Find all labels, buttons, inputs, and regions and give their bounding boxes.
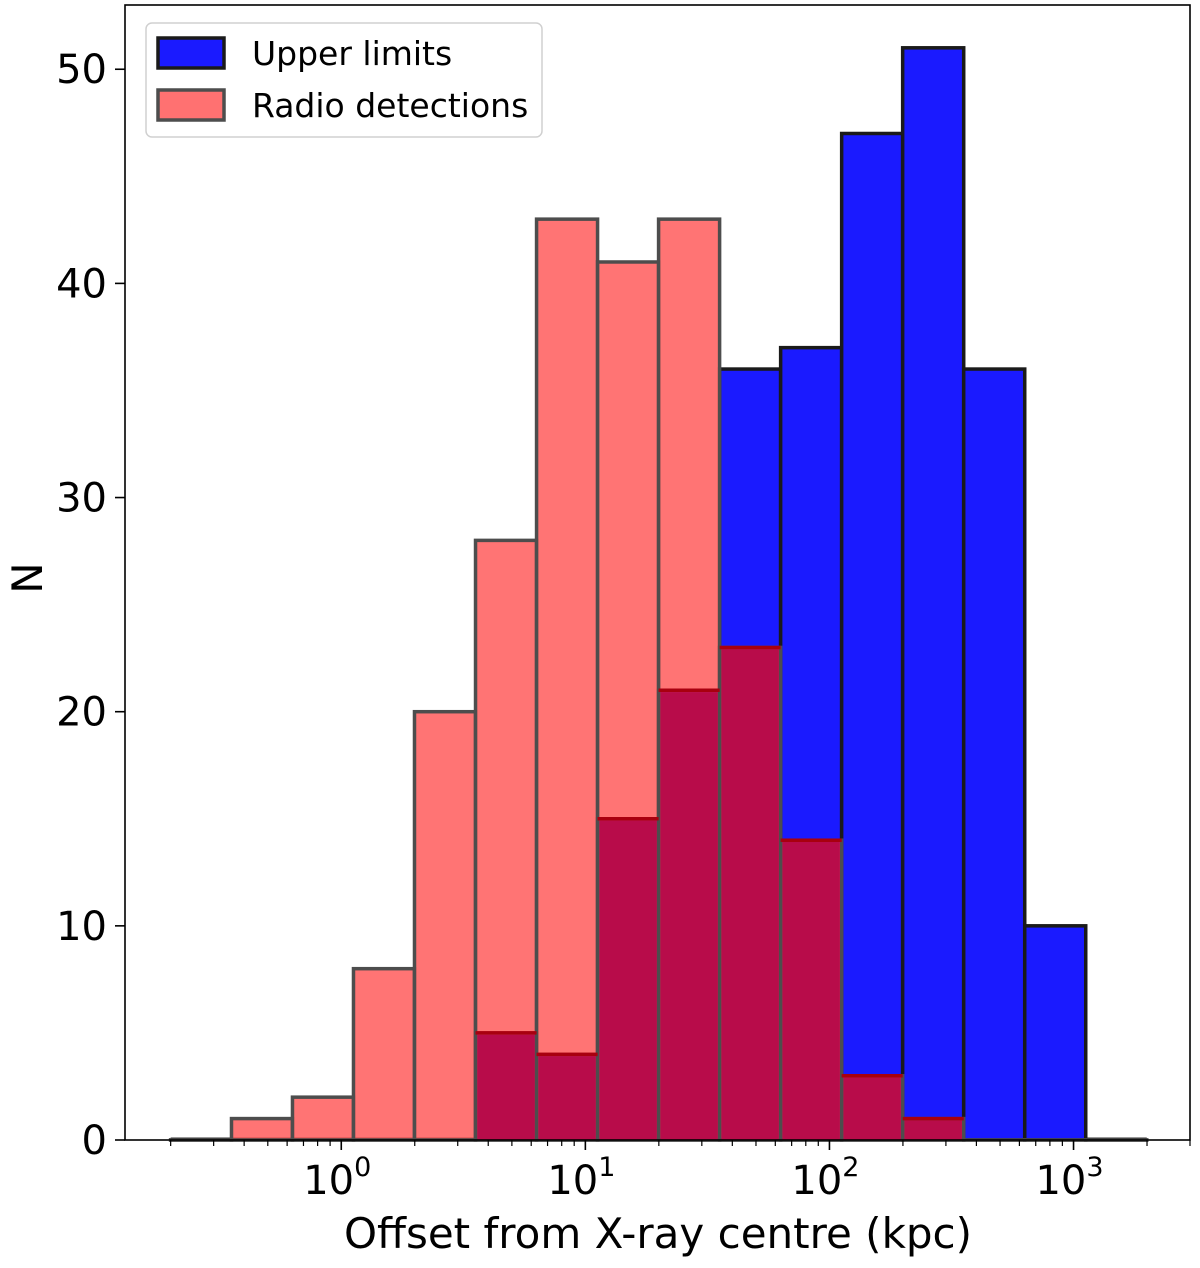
radio-detections-bar bbox=[351, 966, 417, 1142]
x-tick-label: 102 bbox=[791, 1152, 859, 1204]
y-tick-label: 0 bbox=[82, 1118, 107, 1164]
x-tick-label: 103 bbox=[1035, 1152, 1103, 1204]
overlap-bar bbox=[599, 820, 657, 1140]
overlap-bar bbox=[843, 1077, 901, 1140]
radio-detections-bar bbox=[229, 1116, 295, 1142]
upper-limits-bar bbox=[1022, 924, 1088, 1142]
axes bbox=[124, 4, 1191, 1141]
legend-swatch-upper-limits bbox=[156, 36, 226, 70]
x-axis-label: Offset from X-ray centre (kpc) bbox=[344, 1209, 972, 1258]
plot-frame bbox=[124, 4, 1191, 1141]
y-tick-label: 30 bbox=[56, 476, 107, 522]
x-tick-label: 100 bbox=[303, 1152, 371, 1204]
y-tick-label: 10 bbox=[56, 904, 107, 950]
upper-limits-bar bbox=[839, 131, 905, 1142]
overlap-bar bbox=[538, 1056, 596, 1140]
legend-box bbox=[145, 22, 543, 138]
legend: Upper limits Radio detections bbox=[145, 22, 543, 138]
radio-detections-bar bbox=[290, 1095, 356, 1142]
x-tick-label: 101 bbox=[547, 1152, 615, 1204]
y-axis-label: N bbox=[3, 562, 52, 593]
overlap-bar bbox=[477, 1034, 535, 1140]
overlap-bar bbox=[904, 1120, 962, 1140]
radio-detections-bars bbox=[168, 217, 1149, 1142]
legend-label-upper-limits: Upper limits bbox=[252, 34, 452, 73]
overlap-bar bbox=[721, 649, 779, 1140]
y-tick-label: 20 bbox=[56, 690, 107, 736]
radio-detections-bar bbox=[534, 217, 600, 1142]
y-tick-label: 40 bbox=[56, 261, 107, 307]
legend-label-radio-detections: Radio detections bbox=[252, 86, 528, 125]
upper-limits-bar bbox=[961, 367, 1027, 1142]
upper-limits-bar bbox=[900, 46, 966, 1142]
legend-swatch-radio-detections bbox=[156, 88, 226, 122]
overlap-bar bbox=[660, 692, 718, 1140]
ticks: 0 10 20 30 40 50 100 101 102 103 bbox=[56, 47, 1191, 1204]
radio-detections-bar bbox=[412, 709, 478, 1142]
overlap-bar bbox=[782, 841, 840, 1140]
y-tick-label: 50 bbox=[56, 47, 107, 93]
